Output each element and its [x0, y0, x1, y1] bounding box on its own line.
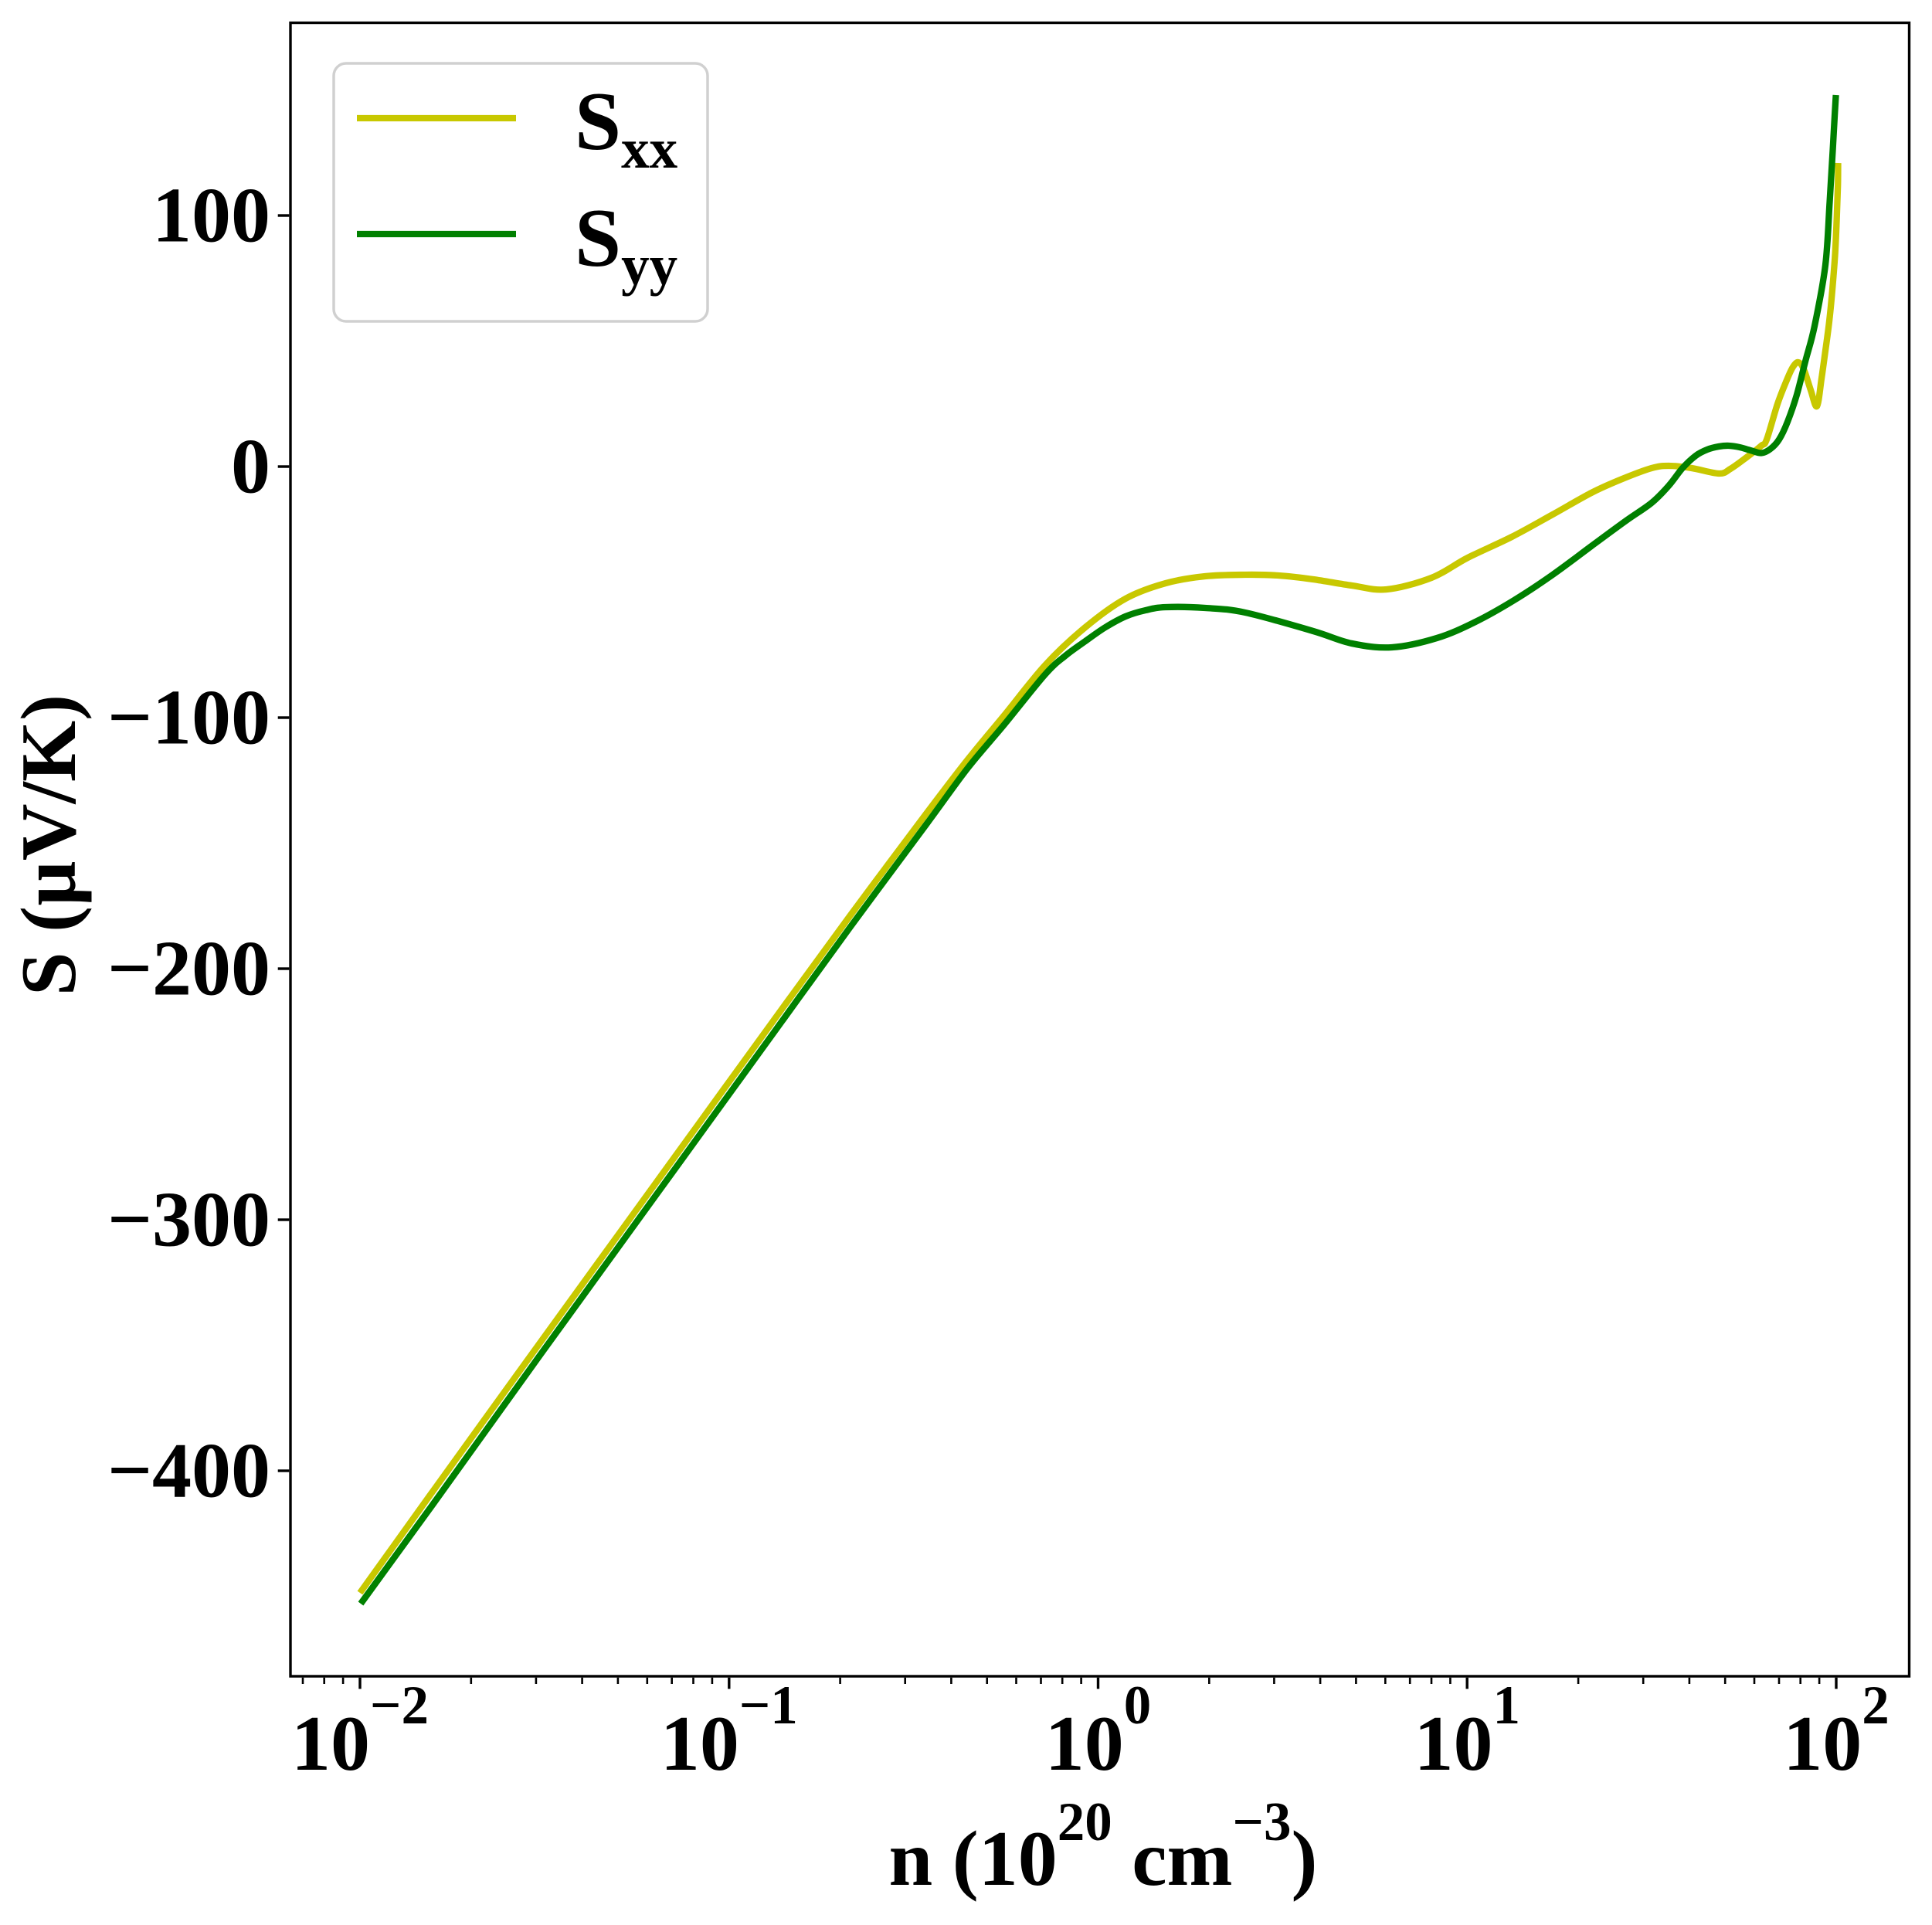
svg-text:0: 0 [231, 423, 270, 511]
svg-text:100: 100 [152, 172, 270, 260]
svg-text:−100: −100 [107, 674, 270, 762]
svg-text:−400: −400 [107, 1428, 270, 1515]
svg-text:S (µV/K): S (µV/K) [5, 694, 93, 996]
svg-text:−300: −300 [107, 1176, 270, 1264]
svg-text:−200: −200 [107, 925, 270, 1013]
